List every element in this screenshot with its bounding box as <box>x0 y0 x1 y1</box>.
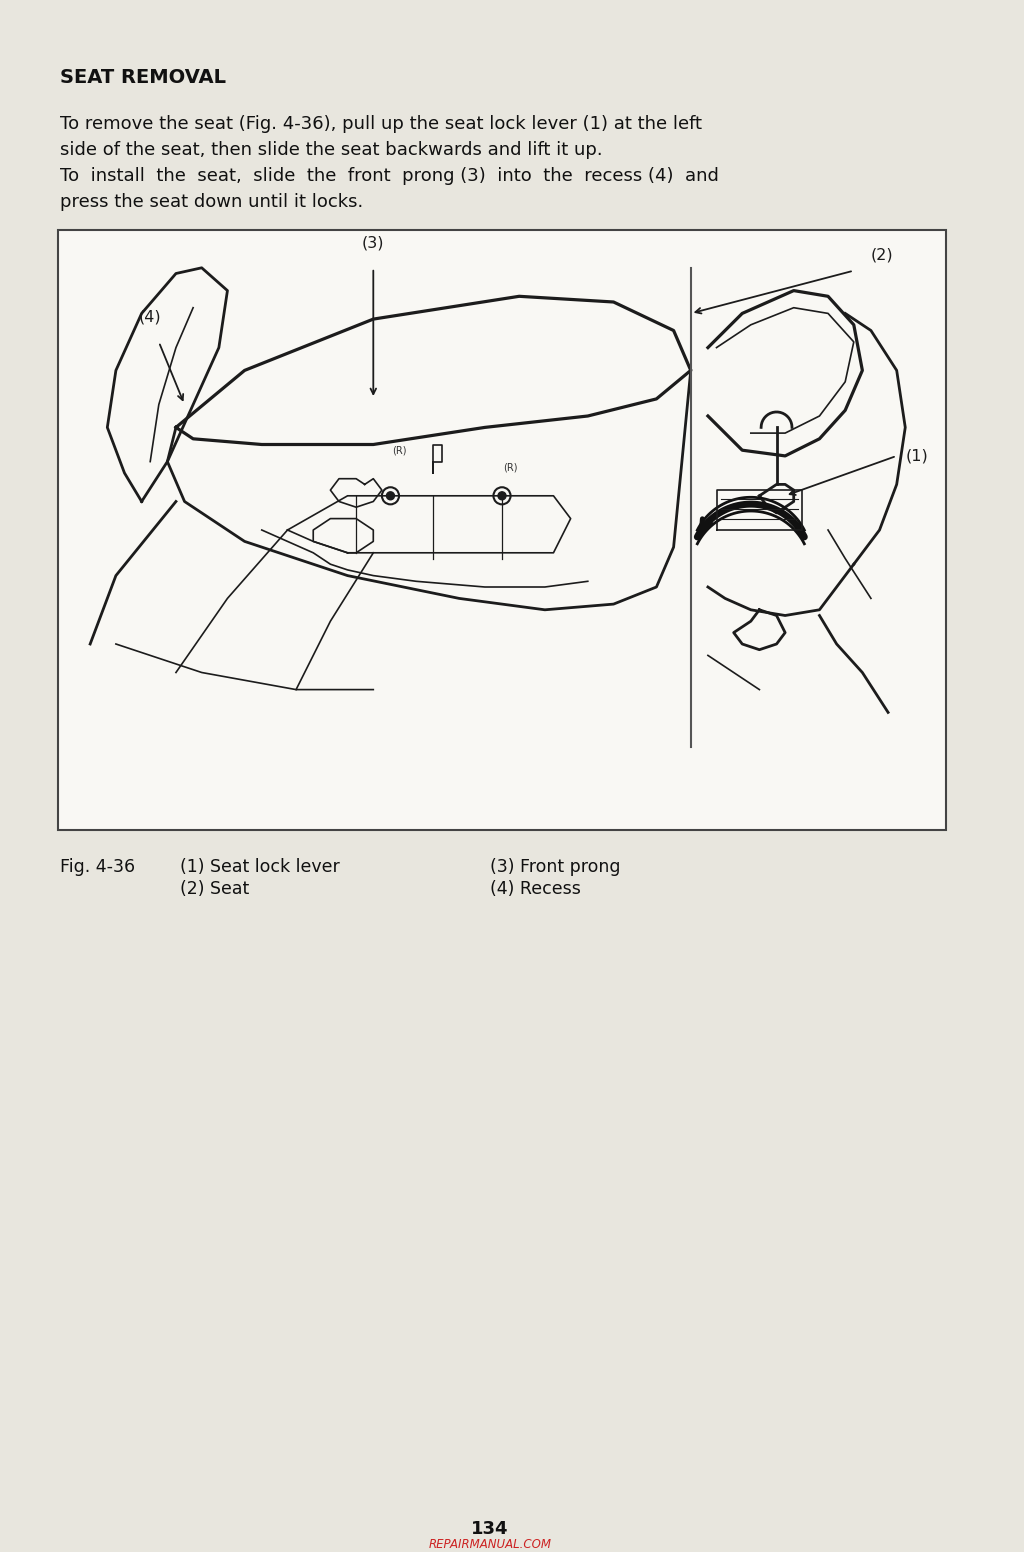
Circle shape <box>498 492 506 500</box>
Text: press the seat down until it locks.: press the seat down until it locks. <box>60 192 364 211</box>
Text: (R): (R) <box>504 462 518 473</box>
Text: (4): (4) <box>139 310 162 324</box>
Text: (2): (2) <box>871 247 894 262</box>
Text: SEAT REMOVAL: SEAT REMOVAL <box>60 68 226 87</box>
Text: (3) Front prong: (3) Front prong <box>490 858 621 875</box>
Text: 134: 134 <box>471 1519 509 1538</box>
Text: (2) Seat: (2) Seat <box>180 880 249 899</box>
Text: (R): (R) <box>392 445 407 456</box>
Text: (3): (3) <box>362 236 385 251</box>
Text: REPAIRMANUAL.COM: REPAIRMANUAL.COM <box>428 1538 552 1550</box>
Text: side of the seat, then slide the seat backwards and lift it up.: side of the seat, then slide the seat ba… <box>60 141 603 158</box>
Text: To remove the seat (Fig. 4-36), pull up the seat lock lever (1) at the left: To remove the seat (Fig. 4-36), pull up … <box>60 115 702 133</box>
Text: To  install  the  seat,  slide  the  front  prong (3)  into  the  recess (4)  an: To install the seat, slide the front pro… <box>60 168 719 185</box>
Bar <box>58 230 946 830</box>
Text: Fig. 4-36: Fig. 4-36 <box>60 858 135 875</box>
Text: (1) Seat lock lever: (1) Seat lock lever <box>180 858 340 875</box>
Text: (1): (1) <box>905 449 928 464</box>
Text: (4) Recess: (4) Recess <box>490 880 581 899</box>
Circle shape <box>386 492 394 500</box>
